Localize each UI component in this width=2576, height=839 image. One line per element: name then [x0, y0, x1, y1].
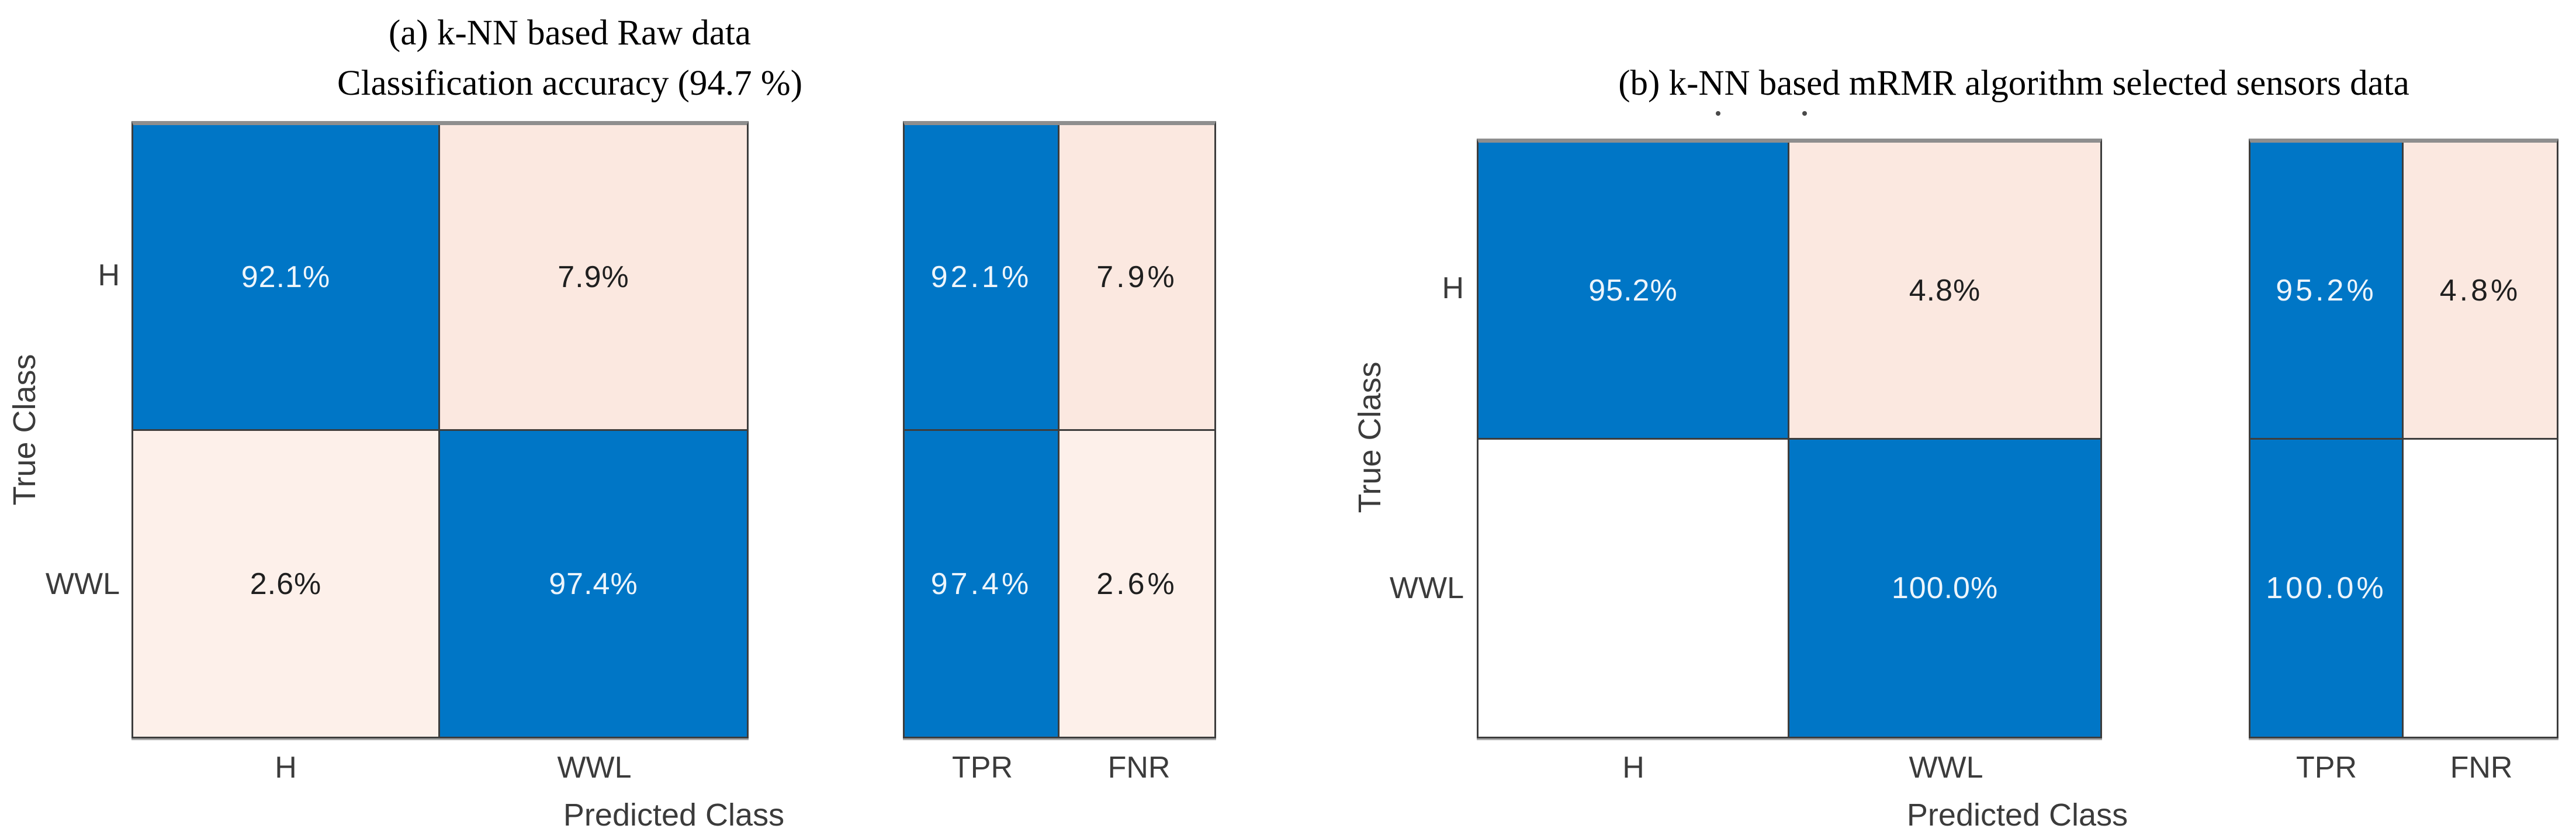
- chart-a-col-tick-h: H: [275, 751, 297, 785]
- chart-a-row-tick-wwl: WWL: [45, 567, 120, 601]
- chart-b-title-line1: (b) k-NN based mRMR algorithm selected s…: [1618, 64, 2409, 103]
- chart-a-tpr-fnr-panel: 92.1% 7.9% 97.4% 2.6%: [903, 121, 1216, 738]
- summary-cell-b-wwl-fnr: [2404, 440, 2557, 737]
- summary-cell-b-h-fnr: 4.8%: [2404, 143, 2557, 440]
- chart-b-col-tick-wwl: WWL: [1909, 751, 1983, 785]
- summary-cell-a-wwl-fnr: 2.6%: [1060, 431, 1214, 737]
- matrix-cell-b-wwl-wwl: 100.0%: [1789, 440, 2100, 737]
- chart-a-row-tick-h: H: [98, 258, 120, 292]
- chart-a-title-line1: (a) k-NN based Raw data: [389, 13, 751, 53]
- matrix-cell-a-wwl-wwl: 97.4%: [440, 431, 747, 737]
- chart-a-title-line2: Classification accuracy (94.7 %): [337, 64, 803, 103]
- chart-a-col-tick-wwl: WWL: [557, 751, 632, 785]
- artifact-dot: [1802, 111, 1807, 116]
- chart-a-confusion-matrix: 92.1% 7.9% 2.6% 97.4%: [131, 121, 749, 738]
- chart-b-title: (b) k-NN based mRMR algorithm selected s…: [1429, 58, 2576, 109]
- matrix-cell-b-h-wwl: 4.8%: [1789, 143, 2100, 440]
- chart-b-col-tick-tpr: TPR: [2296, 751, 2357, 785]
- summary-cell-b-wwl-tpr: 100.0%: [2250, 440, 2404, 737]
- chart-a-y-axis-label: True Class: [7, 354, 42, 506]
- chart-b-tpr-fnr-panel: 95.2% 4.8% 100.0%: [2249, 139, 2558, 738]
- chart-b-y-axis-label: True Class: [1352, 361, 1387, 513]
- chart-b-confusion-matrix: 95.2% 4.8% 100.0%: [1477, 139, 2102, 738]
- chart-a-col-tick-tpr: TPR: [952, 751, 1013, 785]
- summary-cell-a-h-tpr: 92.1%: [905, 125, 1060, 431]
- chart-a-title: (a) k-NN based Raw data Classification a…: [228, 8, 912, 109]
- matrix-cell-a-h-wwl: 7.9%: [440, 125, 747, 431]
- summary-cell-a-h-fnr: 7.9%: [1060, 125, 1214, 431]
- chart-b-row-tick-wwl: WWL: [1389, 571, 1464, 605]
- artifact-dot: [1716, 111, 1720, 116]
- chart-a-col-tick-fnr: FNR: [1107, 751, 1171, 785]
- chart-a-x-axis-label: Predicted Class: [563, 797, 785, 833]
- chart-b-col-tick-h: H: [1622, 751, 1644, 785]
- matrix-cell-a-h-h: 92.1%: [133, 125, 440, 431]
- summary-cell-b-h-tpr: 95.2%: [2250, 143, 2404, 440]
- chart-b-row-tick-h: H: [1442, 271, 1464, 305]
- matrix-cell-b-h-h: 95.2%: [1479, 143, 1789, 440]
- summary-cell-a-wwl-tpr: 97.4%: [905, 431, 1060, 737]
- matrix-cell-a-wwl-h: 2.6%: [133, 431, 440, 737]
- chart-b-col-tick-fnr: FNR: [2450, 751, 2513, 785]
- chart-b-x-axis-label: Predicted Class: [1906, 797, 2128, 833]
- matrix-cell-b-wwl-h: [1479, 440, 1789, 737]
